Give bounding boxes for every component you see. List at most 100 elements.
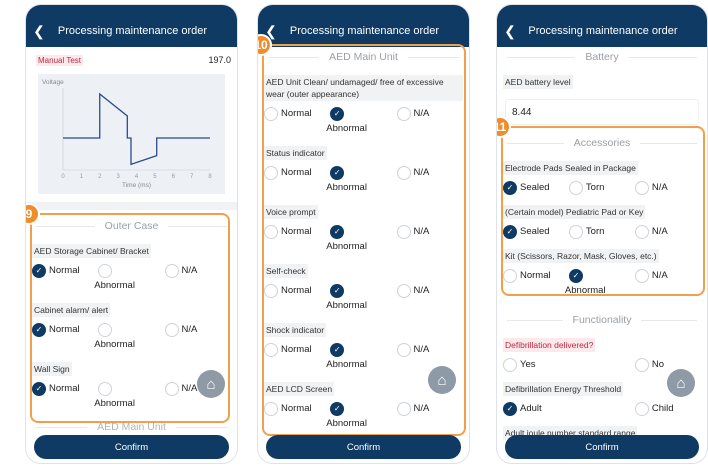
radio-option[interactable]: Yes (503, 358, 569, 372)
radio-empty-icon[interactable] (264, 107, 278, 121)
radio-option[interactable]: ✓ Abnormal (565, 269, 635, 298)
radio-empty-icon[interactable] (98, 264, 113, 278)
radio-option[interactable]: N/A (634, 225, 701, 239)
radio-option[interactable]: N/A (396, 107, 463, 136)
radio-option[interactable]: ✓ Adult (503, 402, 569, 416)
radio-option[interactable]: N/A (164, 382, 231, 411)
radio-empty-icon[interactable] (503, 269, 517, 283)
home-button[interactable]: ⌂ (428, 366, 456, 394)
radio-empty-icon[interactable] (503, 358, 517, 372)
radio-option[interactable]: Abnormal (94, 382, 164, 411)
manual-test-label: Manual Test (36, 55, 83, 66)
radio-empty-icon[interactable] (164, 264, 179, 278)
radio-checked-icon[interactable]: ✓ (330, 107, 345, 121)
radio-empty-icon[interactable] (98, 382, 113, 396)
radio-checked-icon[interactable]: ✓ (330, 343, 345, 357)
home-button[interactable]: ⌂ (667, 369, 695, 397)
radio-empty-icon[interactable] (396, 107, 411, 121)
radio-option[interactable]: Torn (568, 225, 635, 239)
radio-empty-icon[interactable] (634, 181, 649, 195)
radio-option[interactable]: ✓ Normal (32, 382, 98, 411)
radio-option[interactable]: Normal (264, 107, 330, 136)
radio-label: N/A (651, 182, 668, 193)
radio-option[interactable]: Normal (264, 343, 330, 372)
radio-option[interactable]: N/A (396, 284, 463, 313)
radio-empty-icon[interactable] (396, 225, 411, 239)
radio-empty-icon[interactable] (396, 402, 411, 416)
radio-empty-icon[interactable] (164, 382, 179, 396)
radio-option[interactable]: ✓ Abnormal (326, 107, 396, 136)
question-label: Electrode Pads Sealed in Package (503, 161, 638, 175)
radio-empty-icon[interactable] (634, 225, 649, 239)
radio-option[interactable]: N/A (396, 225, 463, 254)
radio-option[interactable]: No (634, 358, 701, 372)
radio-empty-icon[interactable] (264, 166, 278, 180)
radio-option[interactable]: Normal (264, 225, 330, 254)
radio-option[interactable]: Normal (503, 269, 569, 298)
highlight-box (30, 213, 230, 423)
radio-option[interactable]: Abnormal (94, 264, 164, 293)
radio-option[interactable]: N/A (396, 402, 463, 431)
radio-empty-icon[interactable] (396, 166, 411, 180)
back-icon[interactable]: ❮ (33, 22, 45, 39)
radio-empty-icon[interactable] (634, 358, 649, 372)
radio-empty-icon[interactable] (396, 343, 411, 357)
confirm-button[interactable]: Confirm (505, 435, 699, 459)
radio-label: N/A (413, 108, 430, 119)
radio-empty-icon[interactable] (396, 284, 411, 298)
radio-option[interactable]: ✓ Abnormal (326, 166, 396, 195)
back-icon[interactable]: ❮ (504, 22, 516, 39)
back-icon[interactable]: ❮ (265, 22, 277, 39)
radio-option[interactable]: N/A (164, 264, 231, 293)
radio-option[interactable]: Child (634, 402, 701, 416)
radio-empty-icon[interactable] (98, 323, 113, 337)
radio-label: Abnormal (326, 418, 367, 429)
question-label: AED Storage Cabinet/ Bracket (32, 244, 151, 258)
radio-checked-icon[interactable]: ✓ (32, 323, 46, 337)
radio-checked-icon[interactable]: ✓ (503, 402, 517, 416)
confirm-button[interactable]: Confirm (266, 435, 461, 459)
radio-option[interactable]: N/A (634, 269, 701, 298)
radio-option[interactable]: ✓ Abnormal (326, 402, 396, 431)
radio-checked-icon[interactable]: ✓ (330, 225, 345, 239)
radio-option[interactable]: ✓ Sealed (503, 225, 569, 239)
radio-option[interactable]: Normal (264, 166, 330, 195)
radio-empty-icon[interactable] (634, 269, 649, 283)
radio-option[interactable]: N/A (634, 181, 701, 195)
radio-empty-icon[interactable] (264, 343, 278, 357)
radio-option[interactable]: Abnormal (94, 323, 164, 352)
radio-empty-icon[interactable] (264, 225, 278, 239)
radio-empty-icon[interactable] (568, 181, 583, 195)
radio-option[interactable]: ✓ Sealed (503, 181, 569, 195)
radio-checked-icon[interactable]: ✓ (330, 284, 345, 298)
radio-empty-icon[interactable] (264, 284, 278, 298)
radio-option[interactable]: ✓ Normal (32, 323, 98, 352)
radio-checked-icon[interactable]: ✓ (32, 264, 46, 278)
phone-screen-1: ❮ Processing maintenance order Manual Tes… (25, 4, 238, 464)
radio-checked-icon[interactable]: ✓ (503, 181, 517, 195)
radio-empty-icon[interactable] (164, 323, 179, 337)
radio-checked-icon[interactable]: ✓ (330, 402, 345, 416)
radio-option[interactable]: Normal (264, 284, 330, 313)
radio-checked-icon[interactable]: ✓ (32, 382, 46, 396)
radio-option[interactable]: N/A (396, 343, 463, 372)
radio-option[interactable]: ✓ Abnormal (326, 284, 396, 313)
radio-empty-icon[interactable] (634, 402, 649, 416)
radio-option[interactable]: N/A (164, 323, 231, 352)
radio-option[interactable]: ✓ Normal (32, 264, 98, 293)
radio-checked-icon[interactable]: ✓ (330, 166, 345, 180)
confirm-button[interactable]: Confirm (34, 435, 229, 459)
radio-option[interactable]: N/A (396, 166, 463, 195)
radio-option[interactable]: Torn (568, 181, 635, 195)
question: Wall Sign ✓ Normal Abnormal N/A (26, 356, 237, 415)
radio-option[interactable]: ✓ Abnormal (326, 225, 396, 254)
radio-option[interactable]: Normal (264, 402, 330, 431)
radio-empty-icon[interactable] (264, 402, 278, 416)
radio-checked-icon[interactable]: ✓ (503, 225, 517, 239)
radio-empty-icon[interactable] (568, 225, 583, 239)
radio-option[interactable]: ✓ Abnormal (326, 343, 396, 372)
home-button[interactable]: ⌂ (197, 370, 225, 398)
battery-level-input[interactable]: 8.44 (505, 99, 699, 125)
question-label: Cabinet alarm/ alert (32, 303, 111, 317)
radio-checked-icon[interactable]: ✓ (568, 269, 583, 283)
